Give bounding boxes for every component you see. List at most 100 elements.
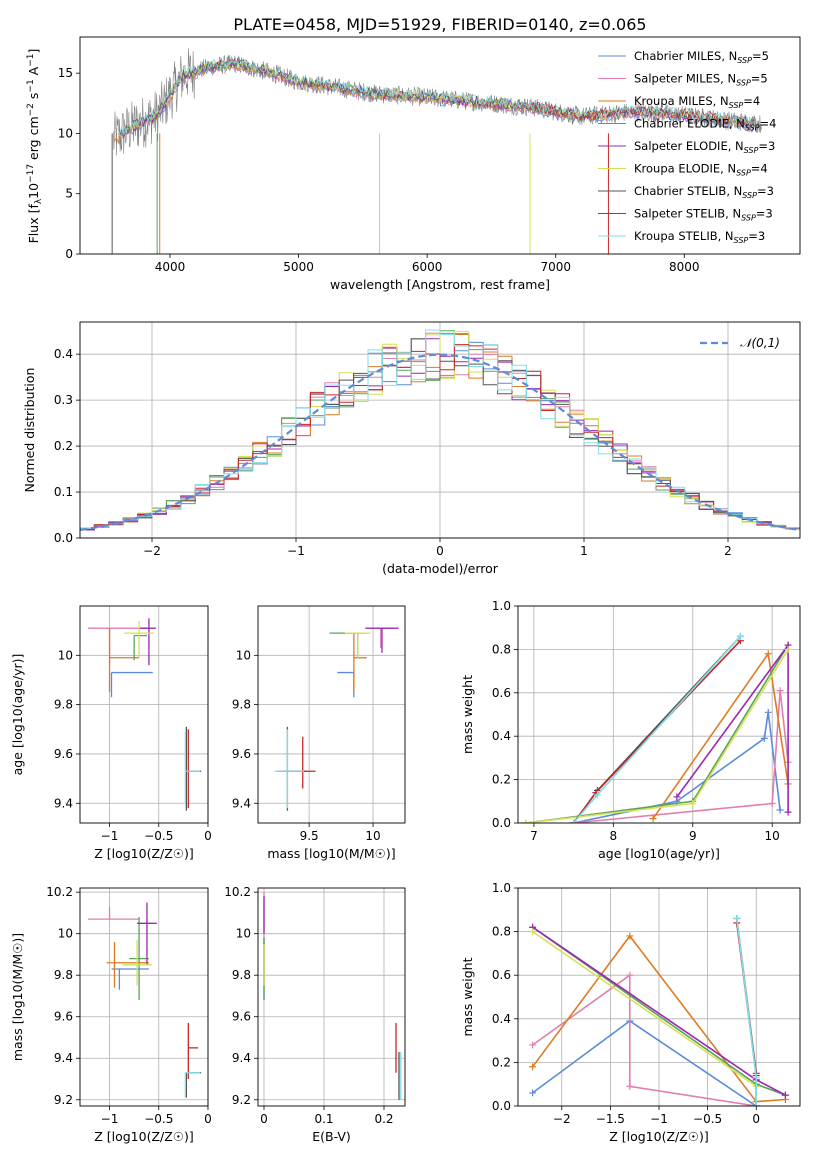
normal-reference-curve <box>80 353 800 531</box>
mass_vs_Z-frame <box>79 887 209 1107</box>
residuals-tick-label-y: 0.4 <box>54 347 73 361</box>
mass_vs_Z-plot-area <box>87 902 202 1098</box>
weight_vs_Z-panel: −2 −1.5 −1 −0.5 0 0.0 0.2 0.4 0.6 0.8 1.0 Z [log10(… <box>460 881 801 1144</box>
weight_vs_age-tick-label-y: 0.4 <box>492 729 511 743</box>
weight_vs_Z-series-marker <box>529 928 537 936</box>
mass_vs_Z-errorbar-point <box>184 1072 201 1098</box>
weight_vs_Z-tick-label-y: 1.0 <box>492 881 511 895</box>
age_vs_mass-tick-label-x: 10 <box>365 829 380 843</box>
weight_vs_Z-y-axis-label: mass weight <box>460 957 475 1036</box>
weight_vs_age-series-marker <box>784 645 792 653</box>
residuals-tick-label-x: −2 <box>143 544 161 558</box>
legend-label-7: Salpeter STELIB, NSSP=3 <box>634 207 773 223</box>
weight_vs_age-tick-label-x: 10 <box>765 829 780 843</box>
residuals-tick-label-x: 2 <box>724 544 732 558</box>
legend-label-0: Chabrier MILES, NSSP=5 <box>634 49 769 65</box>
mass_vs_Z-panel: −1 −0.5 0 9.2 9.4 9.6 9.8 10 10.2 Z [log10(Z/Z☉)]… <box>10 885 212 1144</box>
weight_vs_age-series-marker <box>649 815 657 823</box>
weight_vs_Z-plot-area <box>529 915 789 1106</box>
weight_vs_Z-series-marker <box>529 1063 537 1071</box>
age_vs_Z-tick-label-x: −1 <box>101 829 119 843</box>
weight_vs_Z-series-marker <box>626 1082 634 1090</box>
legend-label-6: Chabrier STELIB, NSSP=3 <box>634 184 774 200</box>
weight_vs_Z-tick-label-y: 0.0 <box>492 1099 511 1113</box>
legend-label-5: Kroupa ELODIE, NSSP=4 <box>634 162 768 178</box>
mass_vs_Z-tick-label-y: 10 <box>58 927 73 941</box>
age_vs_Z-errorbar-point <box>110 671 153 698</box>
age_vs_mass-errorbar-point <box>344 632 371 658</box>
legend-label-8: Kroupa STELIB, NSSP=3 <box>634 229 765 245</box>
spectrum-frame <box>79 36 801 255</box>
model-spectrum-8 <box>118 58 755 137</box>
age_vs_Z-errorbar-point <box>184 731 201 804</box>
mass_vs_EBV-plot-area <box>263 892 402 1100</box>
age_vs_Z-tick-label-y: 10 <box>58 648 73 662</box>
spectrum-tick-label-x: 4000 <box>155 260 186 274</box>
weight_vs_Z-series-marker <box>733 915 741 923</box>
weight_vs_age-y-axis-label: mass weight <box>460 675 475 754</box>
weight_vs_Z-tick-label-x: 0 <box>752 1112 760 1126</box>
mass_vs_EBV-tick-label-x: 0.2 <box>374 1112 393 1126</box>
weight_vs_age-frame <box>517 605 801 824</box>
spectrum-tick-label-y: 15 <box>58 66 73 80</box>
weight_vs_Z-series-marker <box>626 932 634 940</box>
weight_vs_age-series-line-1 <box>573 690 789 823</box>
weight_vs_Z-series-marker <box>529 1041 537 1049</box>
legend-label-3: Chabrier ELODIE, NSSP=4 <box>634 117 776 133</box>
figure-title: PLATE=0458, MJD=51929, FIBERID=0140, z=0… <box>233 15 646 34</box>
spectrum-tick-label-x: 5000 <box>283 260 314 274</box>
weight_vs_age-series-line-3 <box>525 644 789 823</box>
age_vs_mass-errorbar-point <box>289 736 316 789</box>
weight_vs_age-series-marker <box>673 793 681 801</box>
mass_vs_EBV-x-axis-label: E(B-V) <box>312 1129 351 1144</box>
mass_vs_Z-tick-label-y: 9.2 <box>54 1093 73 1107</box>
weight_vs_Z-x-axis-label: Z [log10(Z/Z☉)] <box>609 1129 709 1144</box>
age_vs_mass-errorbar-point <box>353 633 367 693</box>
mass_vs_EBV-tick-label-y: 10 <box>236 927 251 941</box>
spectrum-y-axis-label: Flux [fλ10−17 erg cm−2 s−1 A−1] <box>26 49 44 244</box>
spectrum-tick-label-y: 5 <box>65 187 73 201</box>
weight_vs_Z-tick-label-x: −1.5 <box>596 1112 625 1126</box>
mass_vs_Z-tick-label-y: 9.4 <box>54 1051 73 1065</box>
mass_vs_EBV-tick-label-y: 9.8 <box>232 968 251 982</box>
weight_vs_Z-series-line-1 <box>532 973 757 1106</box>
weight_vs_Z-tick-label-y: 0.4 <box>492 1012 511 1026</box>
mass_vs_EBV-tick-label-y: 9.2 <box>232 1093 251 1107</box>
legend-label-1: Salpeter MILES, NSSP=5 <box>634 72 768 88</box>
age_vs_Z-tick-label-x: −0.5 <box>144 829 173 843</box>
weight_vs_age-series-marker <box>784 808 792 816</box>
spectrum-tick-label-y: 10 <box>58 126 73 140</box>
weight_vs_Z-tick-label-y: 0.8 <box>492 925 511 939</box>
weight_vs_age-tick-label-y: 0.6 <box>492 686 511 700</box>
weight_vs_Z-series-marker <box>529 1089 537 1097</box>
mass_vs_EBV-frame <box>257 887 406 1107</box>
age_vs_Z-tick-label-y: 9.8 <box>54 698 73 712</box>
age_vs_mass-errorbar-point <box>337 671 355 698</box>
weight_vs_age-tick-label-x: 9 <box>689 829 697 843</box>
age_vs_Z-y-axis-label: age [log10(age/yr)] <box>10 654 25 776</box>
reference-legend-label: 𝒩(0,1) <box>740 336 780 350</box>
residuals-frame <box>79 321 801 539</box>
weight_vs_age-tick-label-y: 0.2 <box>492 773 511 787</box>
age_vs_mass-plot-area <box>274 627 399 811</box>
spectrum-tick-label-x: 8000 <box>669 260 700 274</box>
weight_vs_age-series-marker <box>760 734 768 742</box>
age_vs_mass-frame <box>257 605 406 824</box>
weight_vs_age-tick-label-y: 0.8 <box>492 642 511 656</box>
weight_vs_Z-series-marker <box>626 971 634 979</box>
residuals-tick-label-y: 0.1 <box>54 485 73 499</box>
residuals-plot-area <box>80 329 800 531</box>
mass_vs_Z-errorbar-point <box>122 939 152 986</box>
mass_vs_EBV-panel: 0 0.1 0.2 9.2 9.4 9.6 9.8 10 10.2 E(B-V) <box>224 885 406 1144</box>
residual-histogram-8 <box>80 329 800 530</box>
residuals-tick-label-y: 0.2 <box>54 439 73 453</box>
age_vs_Z-errorbar-point <box>139 618 156 666</box>
mass_vs_EBV-tick-label-y: 9.6 <box>232 1010 251 1024</box>
age_vs_Z-errorbar-point <box>133 634 147 661</box>
mass_vs_Z-tick-label-x: 0 <box>204 1112 212 1126</box>
residuals-tick-label-y: 0.3 <box>54 393 73 407</box>
weight_vs_age-series-marker <box>522 819 530 823</box>
weight_vs_Z-tick-label-x: −1 <box>650 1112 668 1126</box>
mass_vs_Z-errorbar-point <box>106 941 149 988</box>
